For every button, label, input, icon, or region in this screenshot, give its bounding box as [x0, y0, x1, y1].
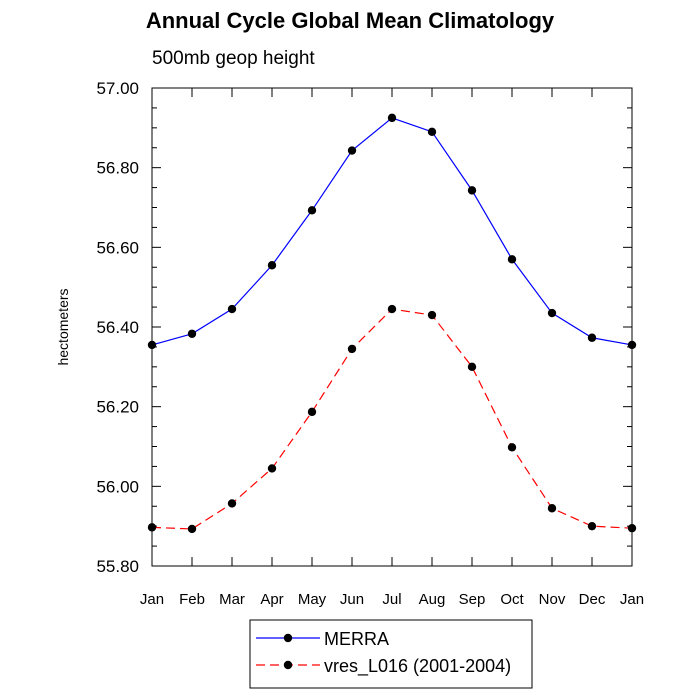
x-tick-label: Jan — [140, 591, 164, 608]
data-point — [467, 362, 477, 372]
data-point — [227, 304, 237, 314]
data-point — [187, 329, 197, 338]
data-point — [147, 523, 157, 532]
data-point — [307, 407, 317, 417]
x-tick-label: Oct — [500, 591, 524, 608]
series-line — [151, 308, 633, 530]
data-point — [267, 464, 277, 473]
data-point — [147, 340, 157, 350]
legend-box — [249, 619, 533, 689]
y-tick-label: 56.80 — [96, 159, 139, 178]
chart-subtitle: 500mb geop height — [152, 48, 315, 69]
plot-frame — [151, 87, 633, 567]
data-point — [547, 504, 557, 513]
x-tick-label: Jan — [620, 591, 644, 608]
data-point — [587, 521, 597, 531]
x-tick-label: May — [298, 591, 327, 608]
x-tick-label: Feb — [179, 591, 205, 608]
legend-label: MERRA — [324, 629, 389, 649]
y-tick-label: 56.20 — [96, 398, 139, 417]
x-tick-label: Jul — [382, 591, 401, 608]
legend-marker — [283, 660, 293, 670]
data-point — [467, 186, 477, 195]
data-point — [627, 340, 637, 350]
data-point — [267, 261, 277, 270]
legend: MERRA vres_L016 (2001-2004) — [249, 619, 533, 689]
data-point — [507, 255, 517, 264]
series-vres-l016 — [147, 304, 637, 534]
x-tick-label: Mar — [219, 591, 245, 608]
y-tick-label: 55.80 — [96, 557, 139, 576]
y-axis-label: hectometers — [55, 288, 71, 365]
data-point — [347, 344, 357, 354]
x-tick-label: Jun — [340, 591, 364, 608]
data-point — [627, 523, 637, 533]
data-point — [587, 333, 597, 342]
data-point — [227, 499, 237, 508]
series-layer — [147, 113, 637, 534]
legend-label: vres_L016 (2001-2004) — [324, 656, 511, 677]
data-point — [427, 310, 437, 320]
y-tick-label: 56.40 — [96, 318, 139, 337]
x-tick-label: Apr — [260, 591, 283, 608]
y-tick-label: 57.00 — [96, 79, 139, 98]
data-point — [387, 113, 397, 123]
chart-title: Annual Cycle Global Mean Climatology — [145, 8, 555, 33]
axes: 55.80 56.00 56.20 56.40 56.60 56.80 57.00 Jan Fe… — [55, 79, 644, 608]
legend-marker — [283, 633, 293, 643]
data-point — [547, 308, 557, 318]
y-tick-label: 56.60 — [96, 238, 139, 257]
data-point — [387, 304, 397, 314]
x-tick-label: Dec — [579, 591, 606, 608]
data-point — [427, 127, 437, 137]
data-point — [347, 146, 357, 155]
data-point — [307, 206, 317, 215]
x-tick-label: Nov — [539, 591, 566, 608]
y-tick-label: 56.00 — [96, 477, 139, 496]
x-tick-label: Sep — [459, 591, 486, 608]
x-tick-label: Aug — [419, 591, 446, 608]
series-merra — [147, 113, 637, 350]
data-point — [507, 443, 517, 452]
data-point — [187, 524, 197, 534]
